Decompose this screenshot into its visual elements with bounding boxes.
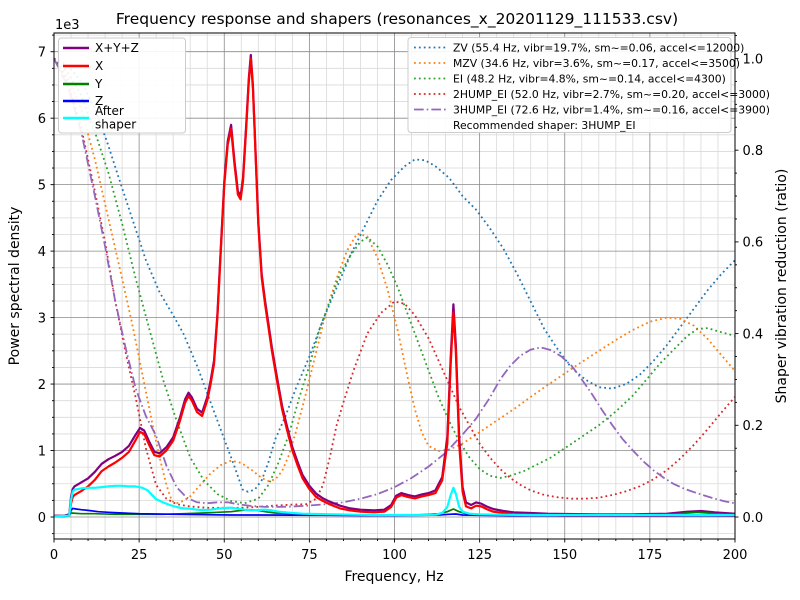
- y-left-tick-label: 5: [38, 178, 46, 193]
- x-tick-label: 125: [467, 548, 492, 563]
- legend-entry-label: 2HUMP_EI (52.0 Hz, vibr=2.7%, sm~=0.20, …: [453, 88, 770, 101]
- y-left-tick-label: 6: [38, 112, 46, 127]
- legend-recommended-shaper: Recommended shaper: 3HUMP_EI: [453, 119, 636, 132]
- legend-shapers: ZV (55.4 Hz, vibr=19.7%, sm~=0.06, accel…: [407, 37, 770, 133]
- legend-entry-label: After: [95, 104, 124, 118]
- y-axis-label-right: Shaper vibration reduction (ratio): [774, 169, 790, 404]
- x-tick-label: 50: [216, 548, 233, 563]
- legend-psd-box: [58, 37, 186, 134]
- legend-entry-label: shaper: [95, 118, 136, 132]
- x-axis-label: Frequency, Hz: [344, 569, 443, 585]
- x-tick-label: 175: [637, 548, 662, 563]
- y-left-tick-label: 1: [38, 444, 46, 459]
- y-right-tick-label: 0.8: [743, 144, 764, 159]
- y-axis-label-left: Power spectral density: [7, 207, 23, 366]
- y-left-tick-label: 3: [38, 311, 46, 326]
- legend-entry-y: Y: [63, 77, 103, 91]
- legend-entry-label: X+Y+Z: [95, 41, 139, 55]
- y-left-tick-label: 7: [38, 46, 46, 61]
- x-tick-label: 0: [50, 548, 58, 563]
- legend-entry-xyz: X+Y+Z: [63, 41, 139, 55]
- legend-entry-label: 3HUMP_EI (72.6 Hz, vibr=1.4%, sm~=0.16, …: [453, 103, 770, 116]
- legend-entry-label: Z: [95, 94, 103, 108]
- y-right-tick-label: 1.0: [743, 52, 764, 67]
- legend-entry-z: Z: [63, 94, 103, 108]
- legend-entry-3hump-ei: 3HUMP_EI (72.6 Hz, vibr=1.4%, sm~=0.16, …: [414, 103, 770, 116]
- legend-entry-2hump-ei: 2HUMP_EI (52.0 Hz, vibr=2.7%, sm~=0.20, …: [414, 88, 770, 101]
- legend-entry-label: X: [95, 59, 103, 73]
- legend-entry-x: X: [63, 59, 103, 73]
- legend-entry-mzv: MZV (34.6 Hz, vibr=3.6%, sm~=0.17, accel…: [414, 57, 740, 70]
- x-tick-label: 200: [723, 548, 748, 563]
- y-right-tick-label: 0.6: [743, 236, 764, 251]
- legend-entry-zv: ZV (55.4 Hz, vibr=19.7%, sm~=0.06, accel…: [414, 41, 744, 54]
- series-shaper-zv-line: [53, 57, 736, 493]
- legend-entry-label: Y: [94, 77, 103, 91]
- series-psd-after-shaper-line: [53, 484, 735, 518]
- axis-ticks: [50, 34, 739, 543]
- y-right-tick-label: 0.2: [743, 419, 764, 434]
- legend-shapers-box: [407, 37, 732, 133]
- x-tick-label: 100: [382, 548, 407, 563]
- y-right-tick-label: 0.4: [743, 327, 764, 342]
- axis-offset-label: 1e3: [55, 18, 80, 33]
- x-tick-label: 75: [301, 548, 318, 563]
- series-shaper-ei-line: [53, 57, 736, 505]
- y-right-tick-label: 0.0: [743, 511, 764, 526]
- y-left-tick-label: 0: [38, 511, 46, 526]
- series-psd-x-line: [54, 57, 736, 518]
- legend-entry-label: EI (48.2 Hz, vibr=4.8%, sm~=0.14, accel<…: [453, 72, 726, 85]
- series-shaper-3hump-ei-line: [53, 58, 736, 508]
- legend-entry-label: ZV (55.4 Hz, vibr=19.7%, sm~=0.06, accel…: [453, 41, 744, 54]
- legend-entry-label: MZV (34.6 Hz, vibr=3.6%, sm~=0.17, accel…: [453, 57, 740, 70]
- x-tick-label: 25: [131, 548, 148, 563]
- legend-entry-ei: EI (48.2 Hz, vibr=4.8%, sm~=0.14, accel<…: [414, 72, 726, 85]
- x-tick-label: 150: [552, 548, 577, 563]
- chart-title: Frequency response and shapers (resonanc…: [116, 10, 678, 29]
- y-left-tick-label: 2: [38, 378, 46, 393]
- y-left-tick-label: 4: [38, 245, 46, 260]
